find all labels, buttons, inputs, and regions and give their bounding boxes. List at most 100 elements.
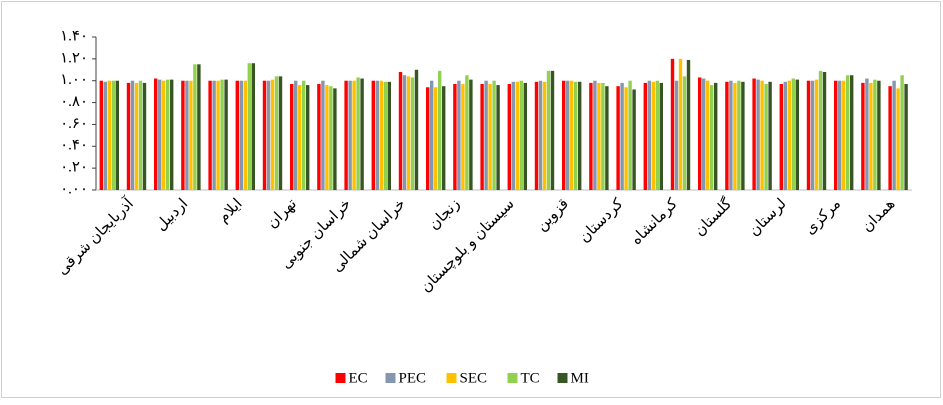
y-tick-label: ۰.۸۰	[60, 94, 88, 110]
bar	[511, 81, 515, 190]
bar	[484, 80, 488, 190]
bar	[764, 83, 768, 190]
bar	[302, 80, 306, 190]
legend-swatch	[446, 373, 457, 383]
bar	[235, 80, 239, 190]
bar	[597, 82, 601, 190]
bar	[904, 83, 908, 190]
bar	[371, 80, 375, 190]
bar	[834, 80, 838, 190]
bar	[655, 80, 659, 190]
bar	[896, 88, 900, 190]
bar	[550, 70, 555, 190]
bar	[142, 82, 147, 190]
bar	[208, 80, 212, 190]
bar	[274, 76, 279, 190]
bar	[686, 59, 691, 191]
bar	[869, 82, 873, 190]
bar	[620, 82, 624, 190]
bar	[383, 81, 387, 190]
bar	[850, 75, 854, 190]
bar	[624, 87, 628, 190]
bar	[278, 76, 283, 190]
bar	[212, 80, 216, 190]
bar	[181, 80, 185, 190]
bar	[398, 71, 403, 190]
bar	[900, 75, 904, 190]
bar	[737, 80, 741, 190]
bar	[651, 81, 655, 190]
bar	[239, 80, 243, 190]
bar	[410, 77, 415, 190]
bar	[795, 79, 799, 190]
bar	[733, 82, 737, 190]
bar	[783, 81, 787, 190]
bar	[352, 80, 356, 190]
bar	[865, 78, 869, 190]
bar	[752, 78, 756, 190]
bar	[298, 85, 302, 190]
legend-label: MI	[571, 370, 589, 386]
bar	[810, 80, 815, 190]
bar	[306, 85, 310, 190]
legend-swatch	[385, 373, 396, 383]
bar	[519, 80, 523, 190]
bar	[647, 80, 651, 190]
bar	[170, 79, 174, 190]
y-tick-label: ۱.۴۰	[60, 28, 88, 44]
bar	[534, 81, 539, 190]
y-tick-label: ۱.۰۰	[60, 72, 88, 88]
bar	[162, 80, 166, 190]
bar	[678, 58, 683, 190]
bar	[107, 80, 111, 190]
bar	[877, 80, 881, 190]
bar	[99, 80, 103, 190]
legend-label: TC	[521, 370, 540, 386]
bar	[822, 71, 827, 190]
bar	[414, 69, 419, 190]
bar	[453, 83, 457, 190]
y-tick-label: ۰.۲۰	[60, 160, 88, 176]
bar	[438, 70, 442, 190]
bar	[461, 83, 465, 190]
legend-label: PEC	[399, 370, 427, 386]
bar	[818, 70, 823, 190]
bar	[892, 80, 896, 190]
bar	[243, 80, 247, 190]
bar	[360, 78, 364, 190]
bar	[714, 82, 718, 190]
bar	[488, 83, 492, 190]
bar	[294, 80, 298, 190]
bar	[643, 82, 647, 190]
bar	[154, 78, 158, 190]
bar	[193, 64, 197, 190]
y-tick-label: ۰.۴۰	[60, 138, 88, 154]
bar	[387, 81, 391, 190]
bar	[480, 83, 484, 190]
bar	[806, 80, 811, 190]
bar	[702, 78, 706, 190]
bar	[542, 81, 547, 190]
bar	[216, 80, 220, 190]
legend-swatch	[335, 373, 346, 383]
bar	[158, 79, 162, 190]
bar	[457, 80, 461, 190]
bar	[605, 86, 609, 190]
bar	[492, 80, 496, 190]
bar	[538, 80, 543, 190]
bar	[768, 81, 772, 190]
bar	[344, 80, 348, 190]
bar	[507, 83, 511, 190]
bar	[574, 81, 578, 190]
bar	[430, 80, 434, 190]
bar	[670, 58, 675, 190]
legend-swatch	[557, 373, 568, 383]
bar	[126, 82, 131, 190]
bar	[838, 80, 842, 190]
bar	[317, 83, 321, 190]
bar	[706, 80, 710, 190]
bar	[247, 63, 251, 190]
bar	[262, 80, 267, 190]
bar	[628, 80, 632, 190]
